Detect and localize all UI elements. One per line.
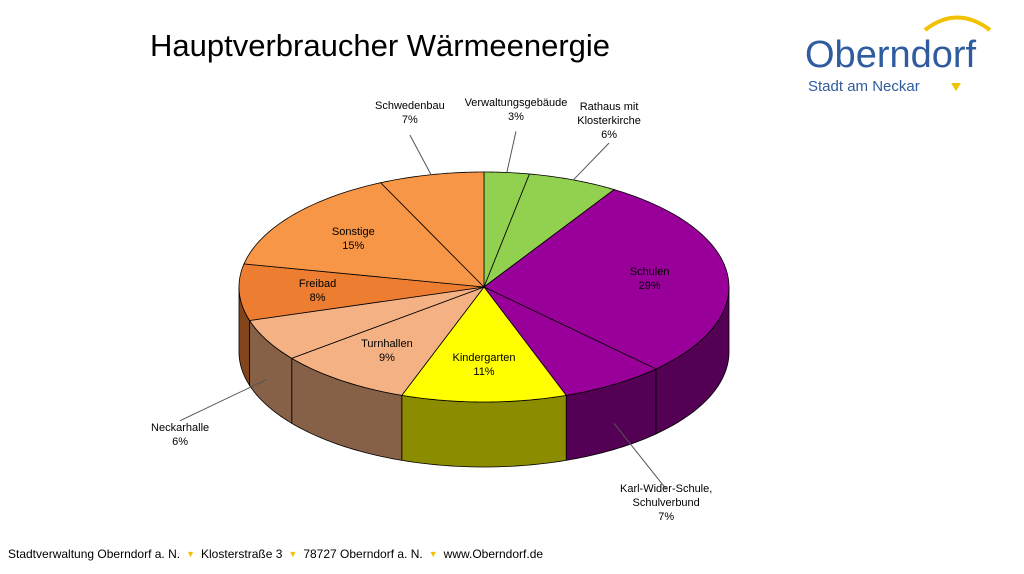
category-label: Neckarhalle bbox=[151, 421, 210, 434]
logo-arc bbox=[923, 15, 992, 32]
data-label: Turnhallen 9% bbox=[361, 337, 413, 365]
data-label: Sonstige 15% bbox=[332, 225, 375, 253]
value-label: 6% bbox=[172, 435, 189, 448]
slice bbox=[248, 286, 485, 359]
category-label: Verwaltungsgebäude bbox=[464, 96, 568, 109]
value-label: 7% bbox=[401, 113, 418, 126]
slice-side bbox=[401, 394, 567, 468]
data-label: Kindergarten 11% bbox=[453, 351, 516, 379]
category-label: Kindergarten bbox=[452, 352, 516, 365]
category-label: Schulen bbox=[629, 265, 670, 278]
chart-title: Hauptverbraucher Wärmeenergie bbox=[150, 28, 611, 63]
data-label: Rathaus mit Klosterkirche 6% bbox=[577, 100, 641, 142]
value-label: 7% bbox=[658, 511, 675, 524]
category-label: Schwedenbau bbox=[375, 99, 445, 112]
logo-subtitle: Stadt am Neckar bbox=[808, 78, 920, 95]
leader-line bbox=[613, 423, 667, 490]
value-label: 29% bbox=[638, 279, 661, 292]
data-label: Karl-Wider-Schule, Schulverbund 7% bbox=[620, 482, 712, 524]
leader-line bbox=[409, 134, 432, 175]
logo-triangle bbox=[951, 83, 961, 91]
slice bbox=[238, 263, 485, 321]
data-label: Verwaltungsgebäude 3% bbox=[465, 96, 568, 124]
footer-text: 78727 Oberndorf a. N. bbox=[303, 547, 423, 561]
data-label: Schulen 29% bbox=[630, 265, 670, 293]
data-label: Neckarhalle 6% bbox=[151, 421, 209, 449]
footer-text: www.Oberndorf.de bbox=[443, 547, 544, 561]
value-label: 8% bbox=[309, 291, 326, 304]
footer-text: Stadtverwaltung Oberndorf a. N. bbox=[8, 547, 181, 561]
leader-line bbox=[179, 378, 268, 422]
slice bbox=[483, 286, 657, 396]
data-label: Schwedenbau 7% bbox=[375, 99, 445, 127]
slice bbox=[243, 182, 486, 288]
slice bbox=[290, 286, 486, 396]
category-label: Karl-Wider-Schule, Schulverbund bbox=[620, 483, 713, 510]
logo-name: Oberndorf bbox=[805, 34, 977, 76]
slice bbox=[401, 286, 567, 403]
separator: ▼ bbox=[186, 549, 196, 559]
value-label: 6% bbox=[601, 129, 618, 142]
separator: ▼ bbox=[288, 549, 298, 559]
category-label: Freibad bbox=[298, 277, 337, 290]
leader-line bbox=[572, 142, 610, 181]
value-label: 15% bbox=[342, 239, 365, 252]
category-label: Rathaus mit Klosterkirche bbox=[577, 101, 641, 128]
value-label: 3% bbox=[508, 110, 524, 123]
category-label: Turnhallen bbox=[361, 337, 413, 350]
leader-line bbox=[506, 131, 517, 173]
data-label: Freibad 8% bbox=[299, 277, 336, 305]
footer: Stadtverwaltung Oberndorf a. N. ▼ Kloster… bbox=[8, 547, 543, 561]
value-label: 9% bbox=[378, 351, 395, 364]
category-label: Sonstige bbox=[331, 225, 375, 238]
separator: ▼ bbox=[428, 549, 438, 559]
footer-text: Klosterstraße 3 bbox=[201, 547, 283, 561]
slice bbox=[483, 189, 730, 370]
value-label: 11% bbox=[473, 366, 495, 379]
